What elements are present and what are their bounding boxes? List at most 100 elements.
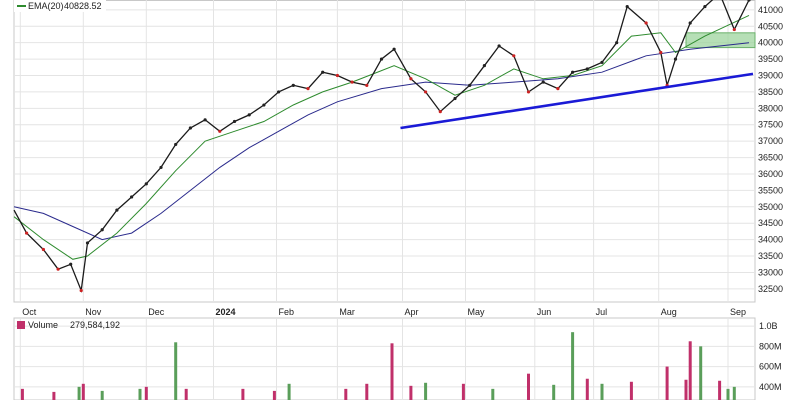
price-point [291, 83, 295, 87]
price-point [541, 80, 545, 84]
volume-bar [527, 373, 530, 400]
price-point [732, 27, 736, 32]
x-tick-label: Jul [596, 307, 608, 317]
price-point [56, 267, 60, 271]
price-y-tick-label: 37000 [758, 136, 783, 146]
price-y-tick-label: 34500 [758, 218, 783, 228]
price-point [69, 262, 73, 266]
volume-bar [688, 341, 692, 400]
price-y-tick-label: 39000 [758, 71, 783, 81]
price-y-tick-label: 33500 [758, 251, 783, 261]
price-point [41, 247, 46, 252]
volume-bars [20, 332, 736, 400]
price-point [130, 195, 134, 199]
volume-bar [699, 346, 703, 400]
price-point [144, 182, 148, 186]
volume-legend-swatch [17, 321, 25, 329]
volume-bar [424, 382, 428, 400]
price-point [556, 87, 560, 91]
price-point [79, 288, 83, 293]
volume-bar [344, 388, 348, 400]
volume-bar [241, 388, 245, 400]
price-point [379, 57, 384, 61]
price-y-tick-label: 35000 [758, 202, 783, 212]
price-point [115, 208, 119, 212]
price-y-tick-label: 36000 [758, 169, 783, 179]
price-point [453, 96, 457, 101]
volume-legend: Volume 279,584,192 [17, 320, 120, 330]
volume-y-tick-label: 400M [759, 382, 782, 392]
x-tick-label: Sep [730, 307, 746, 317]
volume-bar [77, 386, 81, 400]
volume-legend-label: Volume [28, 320, 58, 330]
price-point [277, 90, 281, 94]
x-axis: Oct Nov Dec 2024 Feb Mar Apr May Jun Jul Aug Sep [22, 307, 746, 317]
volume-bar [174, 342, 178, 400]
price-point [350, 80, 354, 84]
price-point [438, 110, 442, 114]
volume-bar [600, 383, 604, 400]
price-point [232, 119, 237, 124]
price-point [600, 60, 604, 64]
volume-y-tick-label: 1.0B [759, 321, 778, 331]
volume-y-tick-label: 600M [759, 362, 782, 372]
volume-y-tick-label: 800M [759, 341, 782, 351]
price-point [159, 165, 163, 170]
price-point [585, 67, 589, 71]
price-gridlines [14, 0, 755, 302]
price-point [673, 57, 678, 61]
price-y-tick-label: 34000 [758, 235, 783, 245]
price-point [409, 77, 413, 81]
x-tick-label: Oct [22, 307, 37, 317]
volume-bar [184, 388, 188, 400]
price-plot-background [13, 0, 756, 303]
x-tick-label: Aug [661, 307, 677, 317]
price-y-tick-label: 38500 [758, 87, 783, 97]
ema-legend-value: 40828.52 [64, 1, 102, 11]
volume-bar [732, 386, 736, 400]
price-y-tick-label: 32500 [758, 284, 783, 294]
price-point [306, 87, 310, 91]
trendline [400, 72, 754, 130]
price-y-tick-labels: 32500 33000 33500 34000 34500 35000 35500 36000… [758, 5, 783, 294]
volume-plot-background [13, 317, 756, 400]
volume-bar [491, 388, 495, 400]
price-point [85, 241, 90, 245]
ema-legend: EMA(20) 40828.52 [14, 0, 106, 12]
x-tick-label: Mar [339, 307, 355, 317]
price-point [644, 21, 648, 25]
volume-bar [287, 383, 291, 400]
price-point [321, 70, 325, 74]
price-point [703, 4, 707, 9]
price-point [25, 231, 29, 235]
volume-bar [409, 385, 413, 400]
volume-bar [461, 383, 465, 400]
volume-bar [138, 388, 142, 400]
price-point [615, 41, 619, 45]
ema-legend-background [14, 0, 106, 12]
price-point [659, 50, 663, 55]
price-point [174, 142, 178, 147]
price-point [365, 83, 369, 87]
price-point [468, 83, 472, 87]
price-point [688, 21, 692, 25]
price-point [203, 118, 207, 122]
price-series-group [13, 0, 754, 294]
volume-bar [585, 378, 589, 400]
volume-bar [684, 379, 688, 400]
price-y-tick-label: 38000 [758, 103, 783, 113]
volume-y-tick-labels: 400M 600M 800M 1.0B [759, 321, 782, 392]
price-panel: 32500 33000 33500 34000 34500 35000 35500 36000… [13, 0, 783, 303]
x-tick-label: 2024 [216, 307, 236, 317]
volume-legend-value: 279,584,192 [70, 320, 120, 330]
price-y-tick-label: 33000 [758, 267, 783, 277]
volume-bar [665, 366, 669, 400]
price-y-tick-label: 41000 [758, 5, 783, 15]
volume-bar [365, 383, 369, 400]
volume-bar [629, 381, 633, 400]
price-point [392, 47, 396, 51]
x-tick-label: Nov [85, 307, 102, 317]
price-y-tick-label: 40000 [758, 38, 783, 48]
price-point [747, 0, 751, 2]
